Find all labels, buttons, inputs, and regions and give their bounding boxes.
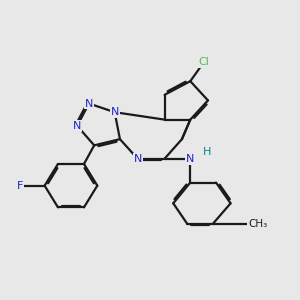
Text: N: N	[110, 107, 119, 117]
Text: Cl: Cl	[199, 57, 210, 67]
Text: F: F	[16, 181, 23, 190]
Text: N: N	[186, 154, 194, 164]
Text: N: N	[73, 121, 81, 131]
Text: H: H	[203, 148, 212, 158]
Text: N: N	[85, 98, 93, 109]
Text: N: N	[134, 154, 142, 164]
Text: CH₃: CH₃	[248, 219, 267, 229]
